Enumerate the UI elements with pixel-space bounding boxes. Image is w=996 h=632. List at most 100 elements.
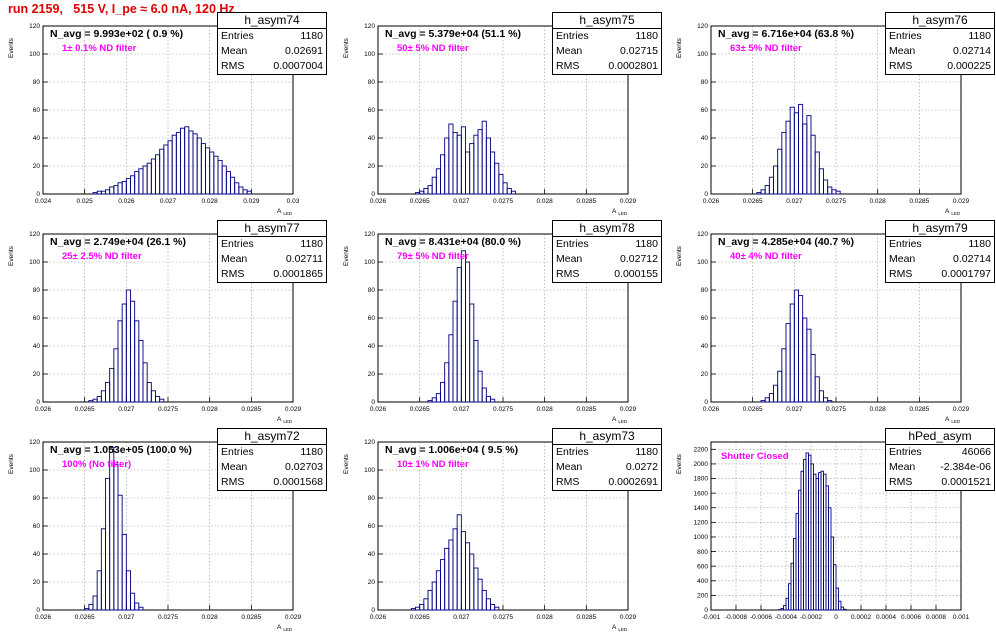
x-tick-label: 0.0275: [493, 614, 513, 621]
x-tick-label: 0.028: [537, 406, 554, 413]
y-tick-label: 600: [697, 563, 708, 570]
histogram-bin: [135, 321, 139, 402]
y-tick-label: 20: [701, 163, 709, 170]
x-tick-label: 0.027: [453, 614, 470, 621]
y-tick-label: 60: [33, 107, 41, 114]
y-tick-label: 1600: [694, 490, 709, 497]
histogram-bin: [193, 134, 197, 194]
stats-value: 0.02714: [953, 252, 991, 267]
histogram-bin: [436, 571, 440, 610]
stats-key: Entries: [556, 237, 589, 252]
histogram-bin: [436, 169, 440, 194]
stats-value: 0.0001568: [273, 475, 323, 490]
histogram-bin: [432, 582, 436, 610]
x-tick-label: 0.0265: [743, 406, 763, 413]
histogram-bin: [507, 188, 511, 194]
histogram-bin: [486, 396, 490, 402]
stats-key: Entries: [889, 29, 922, 44]
y-tick-label: 20: [33, 579, 41, 586]
histogram-bin: [778, 149, 782, 194]
histogram-bin: [774, 385, 778, 402]
filter-annotation: 1± 0.1% ND filter: [62, 43, 136, 54]
stats-value: 0.0001521: [941, 475, 991, 490]
y-tick-label: 20: [368, 579, 376, 586]
histogram-bin: [89, 604, 93, 610]
histogram-bin: [836, 191, 840, 194]
stats-value: 0.02712: [620, 252, 658, 267]
histogram-bin: [470, 304, 474, 402]
x-tick-label: 0.026: [370, 198, 387, 205]
histogram-bin: [176, 132, 180, 194]
y-axis-label: Events: [8, 245, 15, 266]
histogram-bin: [457, 515, 461, 610]
histogram-bin: [441, 382, 445, 402]
y-axis-label: Events: [343, 453, 350, 474]
x-tick-label: 0.029: [285, 614, 302, 621]
y-tick-label: 120: [29, 439, 40, 446]
x-tick-label: -0.0008: [725, 614, 747, 621]
histogram-bin: [114, 464, 118, 610]
histogram-bin: [453, 301, 457, 402]
y-tick-label: 120: [364, 23, 375, 30]
stats-key: RMS: [556, 475, 579, 490]
histogram-bin: [101, 529, 105, 610]
histogram-name: h_asym78: [553, 221, 661, 237]
histogram-bin: [151, 391, 155, 402]
x-tick-label: 0.0285: [909, 406, 929, 413]
y-tick-label: 40: [33, 135, 41, 142]
y-tick-label: 120: [697, 23, 708, 30]
y-tick-label: 80: [701, 287, 709, 294]
x-tick-label: 0.027: [118, 614, 135, 621]
histogram-bin: [147, 382, 151, 402]
histogram-name: h_asym73: [553, 429, 661, 445]
stats-key: Mean: [221, 44, 247, 59]
y-tick-label: 0: [704, 399, 708, 406]
histogram-bin: [93, 399, 97, 402]
histogram-bin: [778, 371, 782, 402]
x-tick-label: 0.0265: [75, 614, 95, 621]
y-tick-label: 40: [701, 343, 709, 350]
y-tick-label: 120: [697, 231, 708, 238]
histogram-bin: [164, 145, 168, 194]
histogram-bin: [790, 107, 794, 194]
histogram-bin: [428, 401, 432, 402]
histogram-bin: [470, 144, 474, 194]
y-tick-label: 80: [33, 79, 41, 86]
histogram-bin: [832, 190, 836, 194]
stats-value: 0.0002801: [608, 59, 658, 74]
x-tick-label: -0.0004: [775, 614, 797, 621]
histogram-bin: [466, 543, 470, 610]
x-tick-label: 0.026: [35, 614, 52, 621]
histogram-bin: [185, 127, 189, 194]
histogram-bin: [172, 135, 176, 194]
y-axis-label: Events: [676, 245, 683, 266]
histogram-name: h_asym72: [218, 429, 326, 445]
histogram-bin: [156, 155, 160, 194]
x-tick-label: 0.029: [953, 406, 970, 413]
y-tick-label: 20: [33, 163, 41, 170]
x-tick-label: 0.025: [77, 198, 94, 205]
histogram-bin: [765, 398, 769, 402]
y-tick-label: 60: [368, 315, 376, 322]
n-avg-label: N_avg = 8.431e+04 (80.0 %): [385, 236, 521, 248]
histogram-bin: [131, 593, 135, 610]
x-tick-label: 0.028: [537, 614, 554, 621]
y-tick-label: 100: [697, 51, 708, 58]
histogram-bin: [457, 268, 461, 402]
stats-key: Mean: [889, 252, 915, 267]
x-tick-label: 0.028: [202, 198, 219, 205]
histogram-bin: [799, 104, 803, 194]
histogram-bin: [482, 388, 486, 402]
